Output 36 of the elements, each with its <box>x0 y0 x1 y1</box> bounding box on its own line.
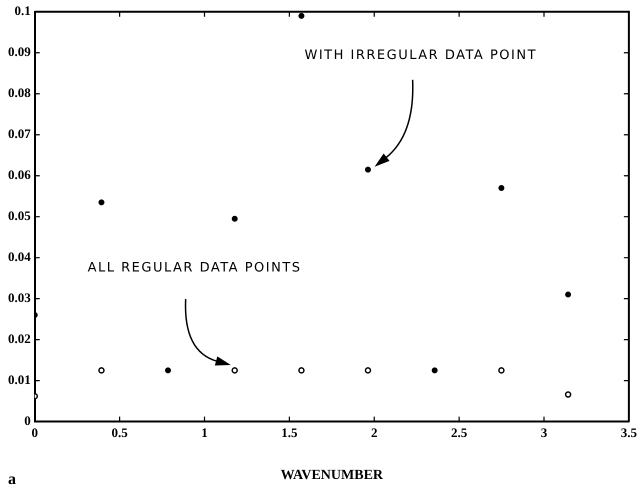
x-tick-label: 3.5 <box>620 424 638 440</box>
y-tick-label: 0.03 <box>8 290 32 306</box>
y-tick-label: 0 <box>24 412 31 428</box>
x-axis-title: WAVENUMBER <box>280 468 384 484</box>
point <box>231 367 238 374</box>
point <box>498 185 504 192</box>
point <box>232 216 238 222</box>
point <box>498 367 505 374</box>
point <box>564 391 572 398</box>
point <box>165 367 172 374</box>
y-tick-label: 0.01 <box>8 372 31 387</box>
point <box>565 292 572 298</box>
point <box>364 367 372 374</box>
annotation: ALL REGULAR DATA POINTS <box>88 260 302 276</box>
y-tick-label: 0.07 <box>8 126 32 142</box>
annotation: WITH IRREGULAR DATA POINT <box>304 48 538 64</box>
y-tick-label: 0.09 <box>8 44 32 60</box>
y-tick-label: 0.06 <box>8 167 32 182</box>
text: a <box>8 471 16 488</box>
y-tick-label: 0.05 <box>8 208 32 224</box>
x-tick-label: 3 <box>540 424 548 440</box>
y-tick-label: 0.04 <box>8 249 32 264</box>
x-tick-label: 2.5 <box>451 424 468 440</box>
x-tick-label: 1 <box>201 424 208 440</box>
point <box>298 12 304 19</box>
point <box>298 367 305 374</box>
y-tick-label: 0.02 <box>8 331 31 346</box>
x-tick-label: 1.5 <box>281 424 298 440</box>
point <box>432 367 438 374</box>
y-tick-label: 0.1 <box>14 3 31 18</box>
x-tick-label: 0.5 <box>112 424 128 440</box>
point <box>98 199 104 206</box>
point <box>98 367 105 374</box>
y-tick-label: 0.08 <box>8 85 32 100</box>
point <box>364 166 371 173</box>
x-tick-label: 2 <box>371 424 378 440</box>
